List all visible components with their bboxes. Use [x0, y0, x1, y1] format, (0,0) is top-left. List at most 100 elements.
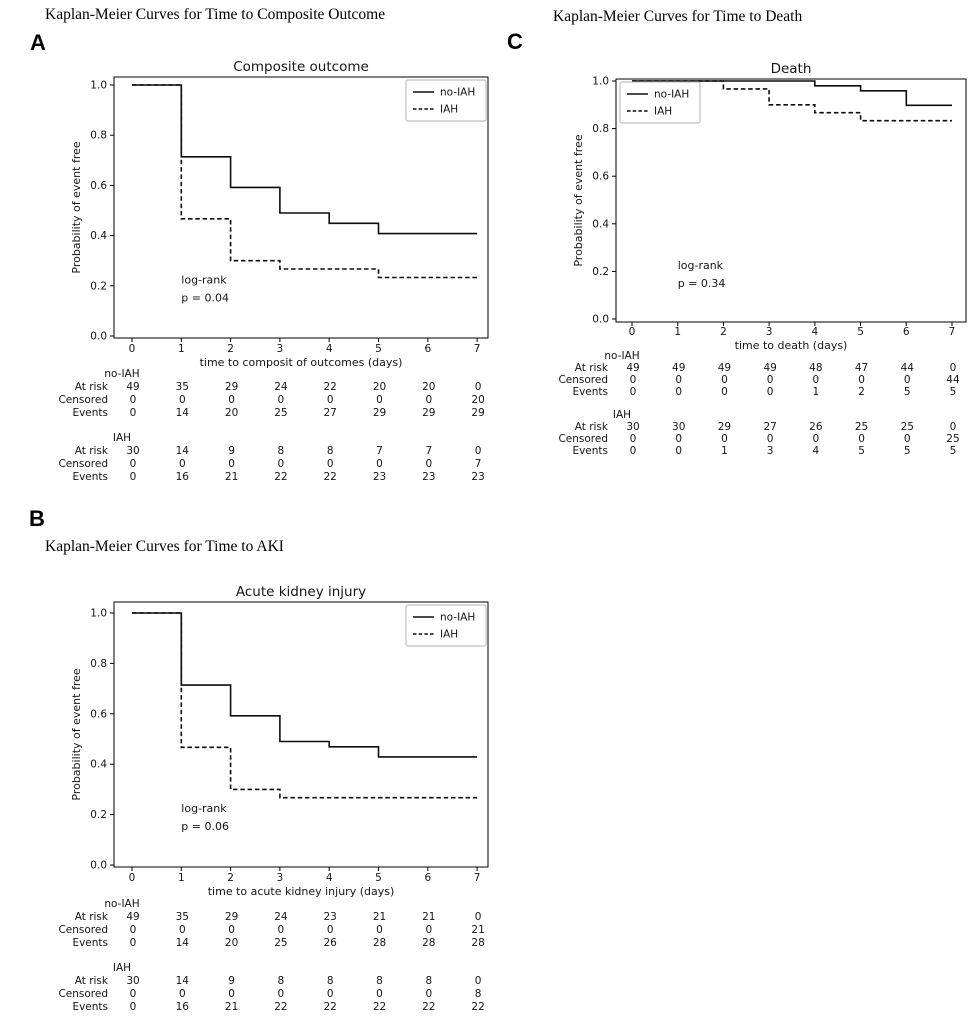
x-tick-label: 3 — [277, 872, 284, 884]
risk-value: 25 — [946, 433, 959, 445]
x-tick-label: 0 — [129, 343, 136, 355]
km-curve-IAH — [132, 84, 478, 279]
risk-row-label: Events — [72, 407, 108, 419]
x-tick-label: 6 — [424, 872, 431, 884]
risk-value: 0 — [376, 988, 383, 1000]
risk-value: 0 — [858, 374, 865, 386]
panel-c-letter: C — [507, 29, 523, 54]
risk-value: 0 — [278, 988, 285, 1000]
risk-value: 0 — [950, 421, 957, 433]
risk-value: 0 — [675, 445, 682, 457]
plot-spines — [113, 601, 489, 868]
risk-group-label: IAH — [113, 432, 131, 444]
risk-value: 49 — [126, 381, 139, 393]
risk-value: 29 — [718, 421, 731, 433]
y-tick-label: 0.4 — [592, 218, 609, 230]
x-tick-label: 7 — [474, 343, 481, 355]
x-tick-label: 5 — [857, 326, 864, 338]
km-curve-IAH — [132, 612, 478, 799]
risk-value: 0 — [130, 1001, 137, 1013]
risk-value: 30 — [672, 421, 685, 433]
risk-row-label: At risk — [575, 421, 609, 433]
risk-value: 3 — [767, 445, 774, 457]
risk-value: 20 — [471, 394, 484, 406]
risk-value: 0 — [630, 386, 637, 398]
annotation-line: log-rank — [181, 273, 227, 286]
risk-value: 9 — [228, 975, 235, 987]
risk-value: 49 — [672, 362, 685, 374]
risk-value: 26 — [809, 421, 823, 433]
risk-value: 29 — [422, 407, 435, 419]
x-tick-label: 6 — [903, 326, 910, 338]
x-tick-label: 5 — [375, 872, 382, 884]
y-axis-label: Probability of event free — [70, 141, 83, 273]
legend-label: no-IAH — [440, 612, 475, 624]
risk-value: 22 — [471, 1001, 484, 1013]
risk-row-label: Censored — [558, 374, 608, 386]
risk-value: 0 — [425, 924, 432, 936]
risk-row-label: At risk — [75, 445, 109, 457]
y-tick-label: 0.6 — [90, 180, 107, 192]
y-tick-label: 1.0 — [90, 80, 107, 92]
risk-value: 7 — [376, 445, 383, 457]
risk-value: 44 — [946, 374, 960, 386]
legend-box — [405, 604, 487, 647]
y-tick-label: 0.8 — [90, 658, 107, 670]
x-tick-label: 3 — [766, 326, 773, 338]
risk-value: 5 — [904, 386, 911, 398]
risk-value: 0 — [327, 988, 334, 1000]
risk-group-label: IAH — [613, 409, 631, 421]
risk-value: 8 — [376, 975, 383, 987]
risk-value: 5 — [950, 386, 957, 398]
x-tick-label: 4 — [326, 872, 333, 884]
risk-value: 0 — [327, 458, 334, 470]
risk-value: 16 — [176, 1001, 190, 1013]
panel-b-letter: B — [29, 506, 45, 531]
risk-value: 0 — [376, 458, 383, 470]
risk-value: 24 — [274, 911, 288, 923]
x-tick-label: 4 — [326, 343, 333, 355]
risk-value: 47 — [855, 362, 868, 374]
risk-value: 44 — [901, 362, 915, 374]
x-tick-label: 0 — [629, 326, 636, 338]
y-tick-label: 0.2 — [90, 809, 107, 821]
risk-value: 0 — [767, 433, 774, 445]
x-tick-label: 3 — [277, 343, 284, 355]
x-tick-label: 1 — [674, 326, 681, 338]
km-curve-IAH — [632, 80, 952, 122]
risk-value: 0 — [475, 975, 482, 987]
risk-row-label: At risk — [575, 362, 609, 374]
risk-value: 1 — [812, 386, 819, 398]
risk-row-label: At risk — [75, 381, 109, 393]
y-tick-label: 0.2 — [592, 266, 609, 278]
risk-row-label: Events — [572, 445, 608, 457]
y-tick-label: 0.4 — [90, 230, 107, 242]
risk-value: 23 — [324, 911, 337, 923]
risk-value: 30 — [626, 421, 639, 433]
risk-value: 23 — [471, 471, 484, 483]
risk-value: 21 — [471, 924, 484, 936]
risk-value: 0 — [327, 924, 334, 936]
risk-value: 8 — [425, 975, 432, 987]
x-tick-label: 6 — [424, 343, 431, 355]
x-tick-label: 7 — [949, 326, 956, 338]
km-curve-no-IAH — [132, 612, 478, 758]
risk-group-label: no-IAH — [104, 368, 139, 380]
risk-value: 0 — [812, 374, 819, 386]
risk-value: 8 — [327, 975, 334, 987]
x-tick-label: 4 — [811, 326, 818, 338]
risk-value: 0 — [278, 924, 285, 936]
risk-value: 0 — [278, 394, 285, 406]
panel-a-chart: Composite outcome time to composit of out… — [58, 59, 489, 483]
panel-b-chart: Acute kidney injury time to acute kidney … — [58, 584, 489, 1013]
y-tick-label: 0.0 — [592, 314, 609, 326]
y-tick-label: 1.0 — [592, 76, 609, 88]
risk-value: 0 — [179, 394, 186, 406]
risk-value: 30 — [126, 975, 139, 987]
risk-value: 0 — [228, 394, 235, 406]
risk-value: 7 — [425, 445, 432, 457]
risk-row-label: Censored — [58, 924, 108, 936]
risk-value: 25 — [855, 421, 868, 433]
y-tick-label: 0.8 — [592, 123, 609, 135]
